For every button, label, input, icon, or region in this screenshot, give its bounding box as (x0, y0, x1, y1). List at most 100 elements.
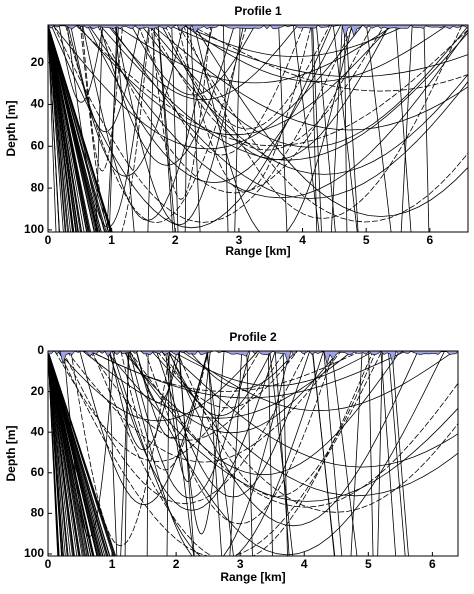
ray (311, 25, 318, 232)
ray (166, 351, 170, 556)
ray (146, 351, 149, 556)
ray (423, 25, 430, 232)
ray (120, 351, 209, 471)
ray (151, 351, 458, 497)
ray (229, 351, 243, 556)
ray (95, 25, 103, 232)
y-tick-label: 60 (31, 138, 45, 152)
x-tick-label: 3 (237, 557, 244, 571)
ray (182, 25, 463, 219)
x-tick-label: 4 (301, 557, 308, 571)
x-tick-label: 2 (173, 557, 180, 571)
ray (190, 25, 468, 92)
x-tick-label: 6 (426, 233, 433, 247)
ray (50, 25, 333, 229)
ray (125, 351, 291, 556)
ray (48, 25, 101, 232)
ray (105, 351, 458, 502)
ray (315, 25, 336, 232)
ray (269, 351, 294, 556)
ray (350, 351, 363, 556)
ray (111, 351, 324, 556)
ray (166, 351, 195, 556)
y-tick-label: 100 (24, 222, 44, 236)
ray (395, 25, 412, 232)
sea-surface (47, 24, 469, 39)
ray (75, 25, 468, 147)
ray (107, 25, 299, 101)
plot: 0 1 2 3 4 5 6 20 40 60 80 100 Profile 1 Range [km] Dep… (4, 4, 469, 258)
ray (400, 25, 413, 232)
ray (107, 351, 118, 556)
ray (48, 351, 88, 556)
ray (65, 25, 248, 224)
ray (79, 25, 151, 232)
ray (332, 25, 358, 232)
ray (48, 351, 75, 556)
ray (48, 25, 57, 232)
ray (193, 25, 353, 232)
ray (48, 25, 60, 232)
ray (188, 351, 297, 390)
ray (66, 25, 150, 228)
ray (86, 25, 342, 184)
ray (171, 25, 179, 232)
ray (323, 351, 343, 556)
rays (48, 351, 458, 556)
ray (345, 25, 359, 232)
x-axis-label: Range [km] (220, 570, 285, 584)
x-tick-label: 1 (109, 557, 116, 571)
ray (114, 25, 135, 232)
ray (125, 351, 401, 476)
ray (165, 351, 211, 483)
y-tick-label: 60 (31, 465, 45, 479)
ray (148, 25, 385, 151)
ray (106, 25, 119, 232)
ray (70, 351, 171, 547)
chart-title: Profile 1 (234, 4, 282, 18)
ray (193, 25, 468, 217)
ray (278, 25, 288, 232)
ray (167, 351, 458, 468)
ray (190, 25, 201, 232)
x-tick-label: 3 (236, 233, 243, 247)
y-tick-label: 80 (31, 506, 45, 520)
ray (267, 351, 273, 556)
ray (206, 351, 234, 556)
y-axis-label: Depth [m] (4, 426, 18, 482)
ray (234, 25, 241, 232)
ray (380, 351, 397, 556)
ray (82, 25, 213, 221)
ray (48, 25, 79, 232)
ray (124, 351, 129, 556)
ray (48, 351, 71, 556)
ray (161, 25, 390, 161)
ray (181, 351, 455, 412)
ray (48, 351, 94, 556)
ray (91, 351, 374, 556)
ray (164, 25, 331, 130)
ray (147, 25, 155, 232)
ray (96, 25, 373, 194)
ray (344, 25, 348, 232)
ray (148, 25, 468, 148)
ray (144, 351, 335, 525)
x-tick-label: 0 (45, 557, 52, 571)
sea-surface (47, 350, 459, 366)
ray (48, 25, 91, 232)
ray (57, 351, 259, 422)
x-axis-label: Range [km] (225, 244, 290, 258)
ray (312, 25, 322, 232)
ray (48, 25, 97, 232)
ray (48, 351, 116, 556)
y-tick-label: 20 (31, 384, 45, 398)
ray (48, 351, 63, 556)
x-tick-label: 4 (299, 233, 306, 247)
ray (331, 351, 358, 556)
ray (48, 25, 88, 232)
ray (54, 351, 260, 462)
ray (48, 351, 106, 556)
ray (66, 351, 342, 463)
rays (48, 25, 468, 232)
